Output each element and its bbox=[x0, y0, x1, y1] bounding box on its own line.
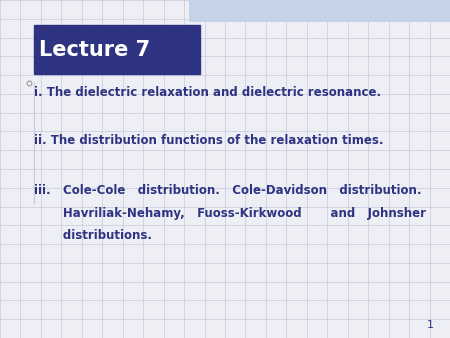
FancyBboxPatch shape bbox=[34, 25, 200, 74]
Text: distributions.: distributions. bbox=[34, 230, 152, 242]
Text: Havriliak-Nehamy,   Fuoss-Kirkwood       and   Johnsher: Havriliak-Nehamy, Fuoss-Kirkwood and Joh… bbox=[34, 207, 426, 220]
Text: i. The dielectric relaxation and dielectric resonance.: i. The dielectric relaxation and dielect… bbox=[34, 87, 381, 99]
Text: ii. The distribution functions of the relaxation times.: ii. The distribution functions of the re… bbox=[34, 134, 383, 147]
Text: 1: 1 bbox=[427, 319, 434, 330]
Text: Lecture 7: Lecture 7 bbox=[39, 40, 150, 60]
FancyBboxPatch shape bbox=[189, 0, 450, 22]
Text: iii.   Cole-Cole   distribution.   Cole-Davidson   distribution.: iii. Cole-Cole distribution. Cole-Davids… bbox=[34, 185, 421, 197]
